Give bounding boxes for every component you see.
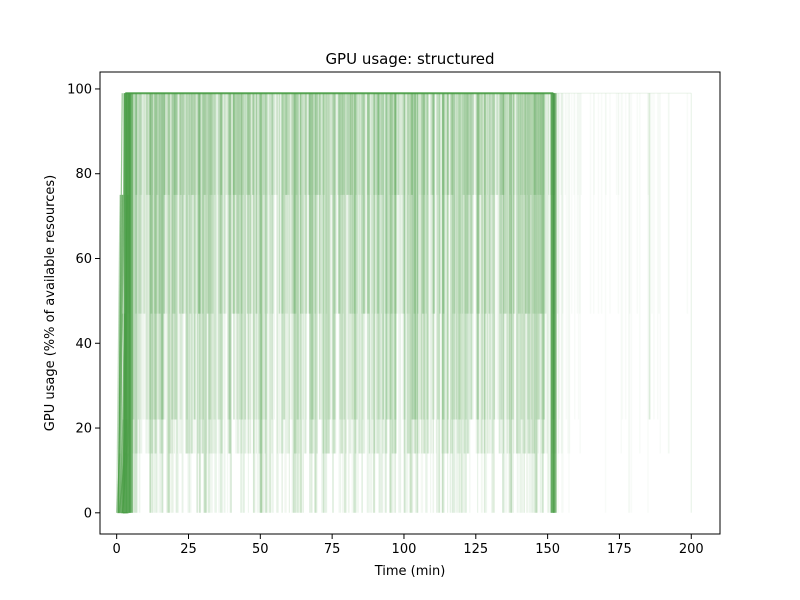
trace-ramp (121, 93, 130, 513)
trace-ramp (118, 313, 124, 513)
y-tick-label: 20 (75, 422, 92, 437)
trace-ramp (123, 194, 129, 513)
trace-ramp (121, 419, 131, 513)
trace-ramp (118, 93, 123, 513)
trace-ramp (117, 194, 122, 513)
trace-ramp (117, 194, 124, 513)
trace-ramp (121, 453, 129, 513)
y-tick-label: 80 (75, 167, 92, 182)
x-tick-label: 75 (324, 542, 341, 557)
x-tick-label: 125 (463, 542, 488, 557)
x-tick-label: 0 (113, 542, 121, 557)
x-axis: 0 25 50 75 100 125 150 175 200 (113, 534, 704, 557)
trace-ramp (117, 194, 122, 513)
trace-ramp (122, 313, 127, 513)
trace-ramp (122, 194, 129, 513)
trace-ramp (120, 194, 124, 513)
trace-ramp (118, 419, 124, 513)
y-tick-label: 40 (75, 337, 92, 352)
trace-ramp (119, 93, 126, 513)
y-axis-label: GPU usage (%% of available resources) (43, 175, 58, 431)
x-tick-label: 150 (535, 542, 560, 557)
y-tick-label: 60 (75, 252, 92, 267)
trace-ramp (123, 194, 130, 513)
trace-ramp (118, 453, 126, 513)
x-axis-label: Time (min) (374, 564, 446, 579)
trace-ramp (117, 194, 126, 513)
trace-ramp (122, 419, 128, 513)
x-tick-label: 100 (392, 542, 417, 557)
y-tick-label: 0 (84, 506, 92, 521)
trace-ramp (116, 194, 121, 513)
trace-ramp (117, 93, 123, 513)
plot-area (116, 92, 692, 514)
trace-ramp (120, 313, 126, 513)
trace-ramp (119, 194, 123, 513)
chart-title: GPU usage: structured (325, 50, 494, 68)
trace-ramp (121, 419, 127, 513)
x-tick-label: 175 (607, 542, 632, 557)
x-tick-label: 25 (180, 542, 197, 557)
trace-ramp (120, 313, 126, 513)
plot-frame (99, 71, 721, 535)
trace-ramp (121, 313, 126, 513)
y-axis: 0 20 40 60 80 100 (67, 82, 100, 521)
trace-ramp (117, 194, 124, 513)
x-tick-label: 50 (252, 542, 269, 557)
trace-ramp (116, 453, 121, 513)
x-tick-label: 200 (679, 542, 704, 557)
y-tick-label: 100 (67, 82, 92, 97)
trace-ramp (121, 313, 127, 513)
trace-ramp (118, 453, 126, 513)
trace-ramp (120, 419, 126, 513)
trace-ramp (122, 419, 129, 513)
trace-ramp (120, 419, 128, 513)
trace-ramp (119, 419, 127, 513)
